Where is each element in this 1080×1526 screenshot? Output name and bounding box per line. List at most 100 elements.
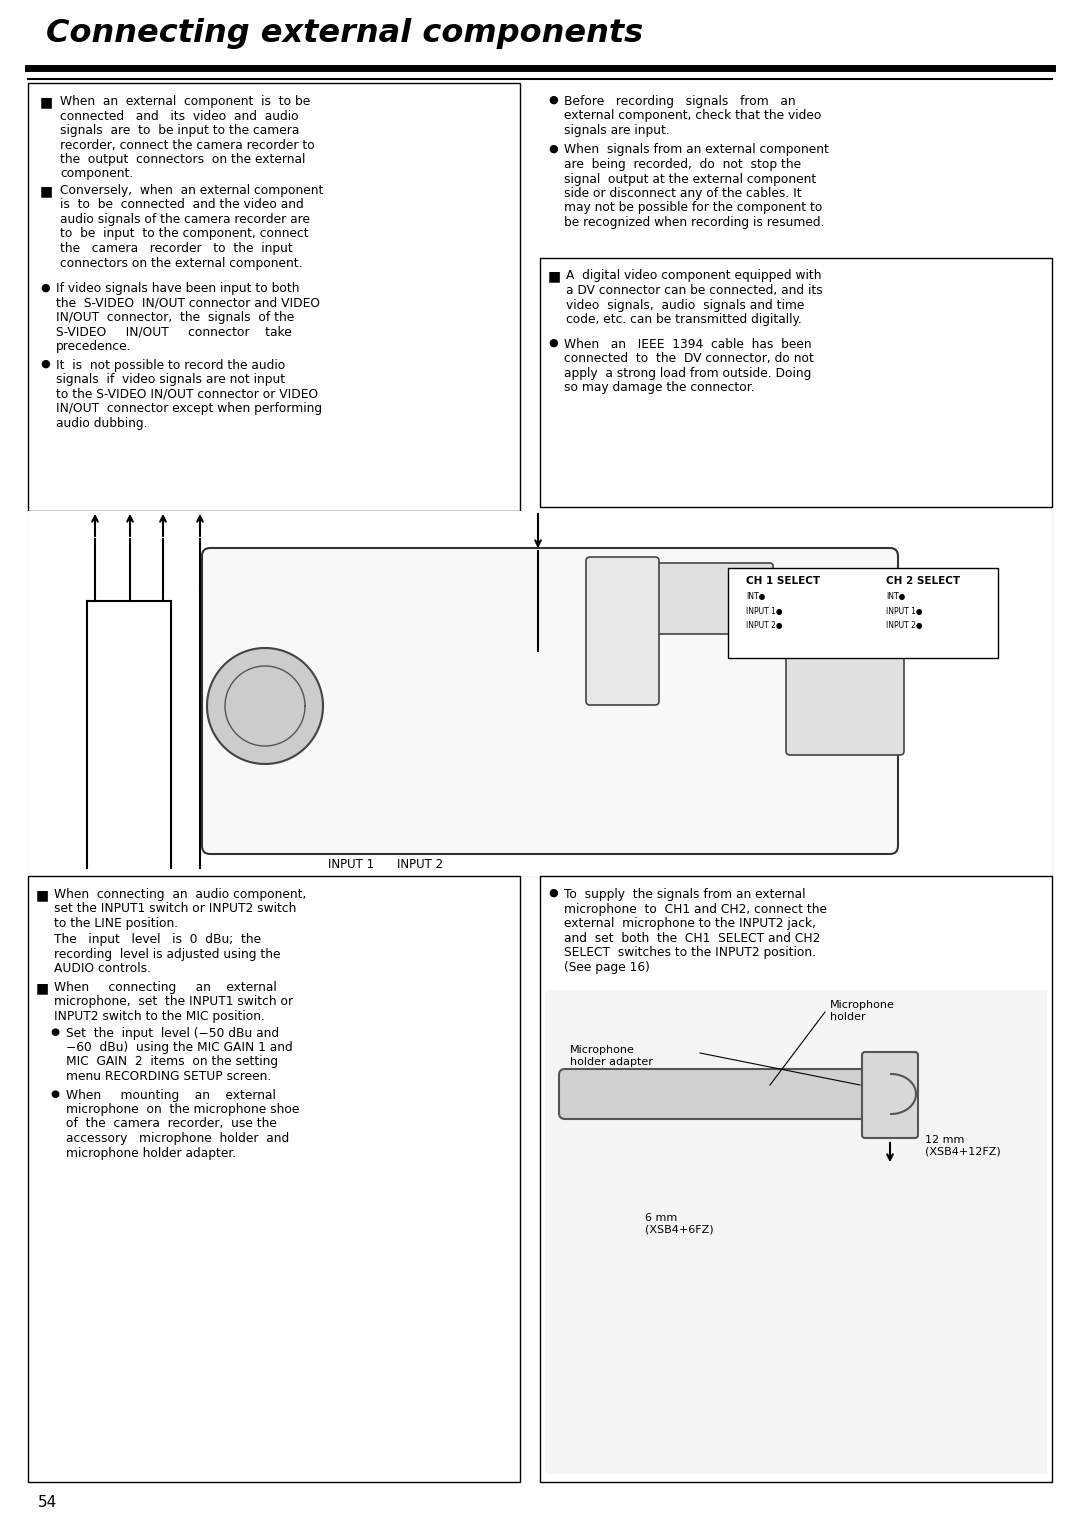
Text: video  signals,  audio  signals and time: video signals, audio signals and time: [566, 299, 805, 311]
FancyBboxPatch shape: [202, 548, 897, 855]
Text: ●: ●: [548, 337, 557, 348]
Bar: [28, 511, 1052, 876]
Text: Conversely,  when  an external component: Conversely, when an external component: [60, 185, 323, 197]
Text: 6 mm
(XSB4+6FZ): 6 mm (XSB4+6FZ): [645, 1213, 714, 1235]
Text: and  set  both  the  CH1  SELECT and CH2: and set both the CH1 SELECT and CH2: [564, 931, 821, 945]
Text: INPUT 2: INPUT 2: [397, 858, 443, 871]
Text: CH 2 SELECT: CH 2 SELECT: [886, 575, 960, 586]
Text: signal  output at the external component: signal output at the external component: [564, 172, 816, 186]
Text: When  an  external  component  is  to be: When an external component is to be: [60, 95, 310, 108]
Text: S-VIDEO     IN/OUT     connector    take: S-VIDEO IN/OUT connector take: [56, 327, 292, 339]
Text: Set  the  input  level (−50 dBu and: Set the input level (−50 dBu and: [66, 1027, 279, 1039]
Text: the   camera   recorder   to  the  input: the camera recorder to the input: [60, 243, 293, 255]
Text: connected  to  the  DV connector, do not: connected to the DV connector, do not: [564, 353, 814, 365]
Text: ■: ■: [40, 185, 53, 198]
Text: are  being  recorded,  do  not  stop the: are being recorded, do not stop the: [564, 159, 801, 171]
Text: When     connecting     an    external: When connecting an external: [54, 981, 276, 993]
Text: recorder, connect the camera recorder to: recorder, connect the camera recorder to: [60, 139, 314, 151]
Text: audio signals of the camera recorder are: audio signals of the camera recorder are: [60, 214, 310, 226]
Text: SELECT  switches to the INPUT2 position.: SELECT switches to the INPUT2 position.: [564, 946, 816, 958]
Polygon shape: [207, 649, 323, 765]
Text: precedence.: precedence.: [56, 340, 132, 354]
Text: the  output  connectors  on the external: the output connectors on the external: [60, 153, 306, 166]
Polygon shape: [891, 1074, 916, 1114]
Text: code, etc. can be transmitted digitally.: code, etc. can be transmitted digitally.: [566, 313, 801, 327]
Text: −60  dBu)  using the MIC GAIN 1 and: −60 dBu) using the MIC GAIN 1 and: [66, 1041, 293, 1054]
FancyBboxPatch shape: [586, 557, 659, 705]
Text: Microphone
holder: Microphone holder: [831, 1000, 895, 1021]
Text: ●: ●: [40, 282, 50, 293]
Text: recording  level is adjusted using the: recording level is adjusted using the: [54, 948, 281, 961]
Text: When  signals from an external component: When signals from an external component: [564, 143, 828, 157]
Text: ●: ●: [40, 359, 50, 369]
Text: set the INPUT1 switch or INPUT2 switch: set the INPUT1 switch or INPUT2 switch: [54, 902, 296, 916]
FancyBboxPatch shape: [559, 1070, 891, 1119]
FancyBboxPatch shape: [28, 82, 519, 511]
Text: to the LINE position.: to the LINE position.: [54, 917, 178, 929]
Text: microphone  on  the microphone shoe: microphone on the microphone shoe: [66, 1103, 299, 1116]
Text: When  connecting  an  audio component,: When connecting an audio component,: [54, 888, 307, 900]
Text: microphone,  set  the INPUT1 switch or: microphone, set the INPUT1 switch or: [54, 995, 293, 1009]
Text: INT●
INPUT 1●
INPUT 2●: INT● INPUT 1● INPUT 2●: [886, 592, 922, 630]
Text: MIC  GAIN  2  items  on the setting: MIC GAIN 2 items on the setting: [66, 1056, 279, 1068]
Text: so may damage the connector.: so may damage the connector.: [564, 382, 755, 394]
Text: ●: ●: [50, 1027, 59, 1036]
Text: microphone  to  CH1 and CH2, connect the: microphone to CH1 and CH2, connect the: [564, 902, 827, 916]
FancyBboxPatch shape: [862, 1051, 918, 1138]
Text: To  supply  the signals from an external: To supply the signals from an external: [564, 888, 806, 900]
Text: When   an   IEEE  1394  cable  has  been: When an IEEE 1394 cable has been: [564, 337, 812, 351]
Text: ●: ●: [548, 95, 557, 105]
Text: is  to  be  connected  and the video and: is to be connected and the video and: [60, 198, 303, 212]
Text: component.: component.: [60, 168, 133, 180]
Text: be recognized when recording is resumed.: be recognized when recording is resumed.: [564, 217, 824, 229]
Text: side or disconnect any of the cables. It: side or disconnect any of the cables. It: [564, 188, 801, 200]
FancyBboxPatch shape: [657, 563, 773, 633]
Text: 54: 54: [38, 1495, 57, 1511]
Text: audio dubbing.: audio dubbing.: [56, 417, 148, 430]
Text: AUDIO controls.: AUDIO controls.: [54, 963, 151, 975]
Text: ■: ■: [40, 95, 53, 108]
Text: CH 1 SELECT: CH 1 SELECT: [746, 575, 820, 586]
Text: to the S-VIDEO IN/OUT connector or VIDEO: to the S-VIDEO IN/OUT connector or VIDEO: [56, 388, 319, 401]
Text: to  be  input  to the component, connect: to be input to the component, connect: [60, 227, 309, 241]
Text: ●: ●: [548, 888, 557, 897]
Text: signals  if  video signals are not input: signals if video signals are not input: [56, 374, 285, 386]
Text: (See page 16): (See page 16): [564, 960, 650, 974]
Text: of  the  camera  recorder,  use the: of the camera recorder, use the: [66, 1117, 276, 1131]
Text: signals are input.: signals are input.: [564, 124, 670, 137]
FancyBboxPatch shape: [728, 568, 998, 658]
Text: It  is  not possible to record the audio: It is not possible to record the audio: [56, 359, 285, 372]
Text: connectors on the external component.: connectors on the external component.: [60, 256, 302, 270]
FancyBboxPatch shape: [540, 258, 1052, 507]
Text: INPUT 1: INPUT 1: [328, 858, 374, 871]
Text: accessory   microphone  holder  and: accessory microphone holder and: [66, 1132, 289, 1144]
Text: The   input   level   is  0  dBu;  the: The input level is 0 dBu; the: [54, 934, 261, 946]
Text: INT●
INPUT 1●
INPUT 2●: INT● INPUT 1● INPUT 2●: [746, 592, 783, 630]
Text: Before   recording   signals   from   an: Before recording signals from an: [564, 95, 796, 108]
Text: menu RECORDING SETUP screen.: menu RECORDING SETUP screen.: [66, 1070, 271, 1083]
Text: IN/OUT  connector,  the  signals  of the: IN/OUT connector, the signals of the: [56, 311, 294, 325]
Text: A  digital video component equipped with: A digital video component equipped with: [566, 270, 822, 282]
Text: a DV connector can be connected, and its: a DV connector can be connected, and its: [566, 284, 823, 298]
Text: INPUT2 switch to the MIC position.: INPUT2 switch to the MIC position.: [54, 1010, 265, 1022]
FancyBboxPatch shape: [786, 597, 904, 755]
Text: external  microphone to the INPUT2 jack,: external microphone to the INPUT2 jack,: [564, 917, 816, 929]
Text: microphone holder adapter.: microphone holder adapter.: [66, 1146, 237, 1160]
Text: Connecting external components: Connecting external components: [46, 18, 643, 49]
Bar: [545, 990, 1047, 1474]
Text: ■: ■: [36, 981, 49, 995]
Text: When     mounting    an    external: When mounting an external: [66, 1088, 275, 1102]
Text: 12 mm
(XSB4+12FZ): 12 mm (XSB4+12FZ): [924, 1135, 1001, 1157]
Text: connected   and   its  video  and  audio: connected and its video and audio: [60, 110, 299, 122]
Text: Microphone
holder adapter: Microphone holder adapter: [570, 1045, 653, 1067]
FancyBboxPatch shape: [540, 876, 1052, 1482]
Text: signals  are  to  be input to the camera: signals are to be input to the camera: [60, 124, 299, 137]
Text: ●: ●: [548, 143, 557, 154]
Text: may not be possible for the component to: may not be possible for the component to: [564, 201, 822, 215]
Text: external component, check that the video: external component, check that the video: [564, 110, 822, 122]
Text: IN/OUT  connector except when performing: IN/OUT connector except when performing: [56, 403, 322, 415]
Text: ■: ■: [36, 888, 49, 902]
Text: ●: ●: [50, 1088, 59, 1099]
Text: the  S-VIDEO  IN/OUT connector and VIDEO: the S-VIDEO IN/OUT connector and VIDEO: [56, 298, 320, 310]
FancyBboxPatch shape: [28, 876, 519, 1482]
